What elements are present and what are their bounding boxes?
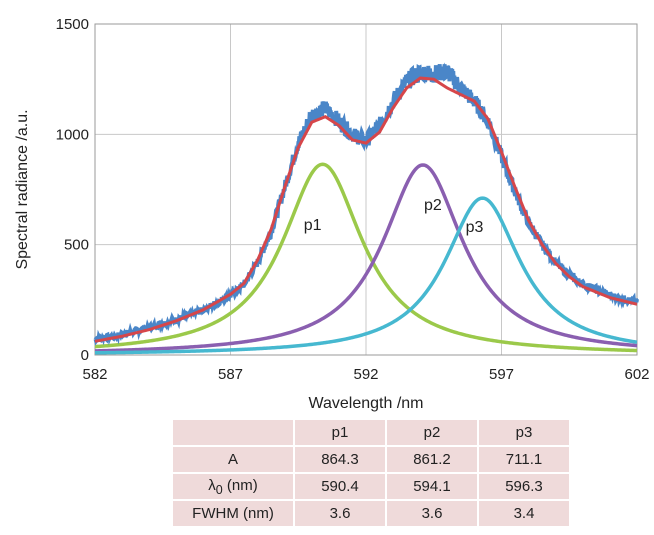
x-tick-label: 587 <box>218 366 243 383</box>
table-cell: 596.3 <box>477 472 571 501</box>
plot-frame <box>94 23 638 356</box>
table-row: λ0 (nm) 590.4 594.1 596.3 <box>171 472 571 501</box>
fitted-spectrum-line <box>94 76 638 343</box>
row-label-center-wavelength: λ0 (nm) <box>171 472 295 501</box>
tick-labels: 582 587 592 597 602 0 500 1000 1500 <box>56 16 650 383</box>
spectrum-chart: 582 587 592 597 602 0 500 1000 1500 p1 p2 p3 Wavel… <box>14 16 650 412</box>
peak-label-p1: p1 <box>304 217 322 234</box>
table-header-cell: p2 <box>385 418 479 447</box>
peak-curve-p1 <box>94 162 638 353</box>
peak-label-p3: p3 <box>466 219 484 236</box>
y-tick-label: 1500 <box>56 16 89 33</box>
peak-labels: p1 p2 p3 <box>304 197 484 236</box>
table-cell: 3.4 <box>477 499 571 528</box>
table-cell: 590.4 <box>293 472 387 501</box>
peak-label-p2: p2 <box>424 197 442 214</box>
table-header-row: p1 p2 p3 <box>171 418 571 447</box>
table-cell: 861.2 <box>385 445 479 474</box>
table-row: A 864.3 861.2 711.1 <box>171 445 571 474</box>
x-tick-label: 582 <box>82 366 107 383</box>
gridlines <box>94 23 638 356</box>
table-header-cell <box>171 418 295 447</box>
row-label-amplitude: A <box>171 445 295 474</box>
curves <box>93 62 639 355</box>
x-tick-label: 592 <box>353 366 378 383</box>
x-tick-label: 597 <box>489 366 514 383</box>
x-tick-label: 602 <box>624 366 649 383</box>
table-header-cell: p3 <box>477 418 571 447</box>
y-axis-title: Spectral radiance /a.u. <box>14 109 31 269</box>
table-cell: 594.1 <box>385 472 479 501</box>
peak-curve-p3 <box>94 196 638 355</box>
table-row: FWHM (nm) 3.6 3.6 3.4 <box>171 499 571 528</box>
row-label-fwhm: FWHM (nm) <box>171 499 295 528</box>
y-tick-label: 500 <box>64 237 89 254</box>
table-cell: 3.6 <box>385 499 479 528</box>
lambda-unit: (nm) <box>222 476 258 494</box>
y-tick-label: 1000 <box>56 126 89 143</box>
table-cell: 3.6 <box>293 499 387 528</box>
table-header-cell: p1 <box>293 418 387 447</box>
y-tick-label: 0 <box>81 347 89 364</box>
lambda-symbol: λ <box>208 476 216 494</box>
peak-curve-p2 <box>94 163 638 353</box>
x-axis-title: Wavelength /nm <box>308 395 423 412</box>
lambda-subscript: 0 <box>215 482 223 497</box>
table-cell: 711.1 <box>477 445 571 474</box>
table-cell: 864.3 <box>293 445 387 474</box>
peak-parameter-table: p1 p2 p3 A 864.3 861.2 711.1 λ0 (nm) 590… <box>171 418 571 528</box>
